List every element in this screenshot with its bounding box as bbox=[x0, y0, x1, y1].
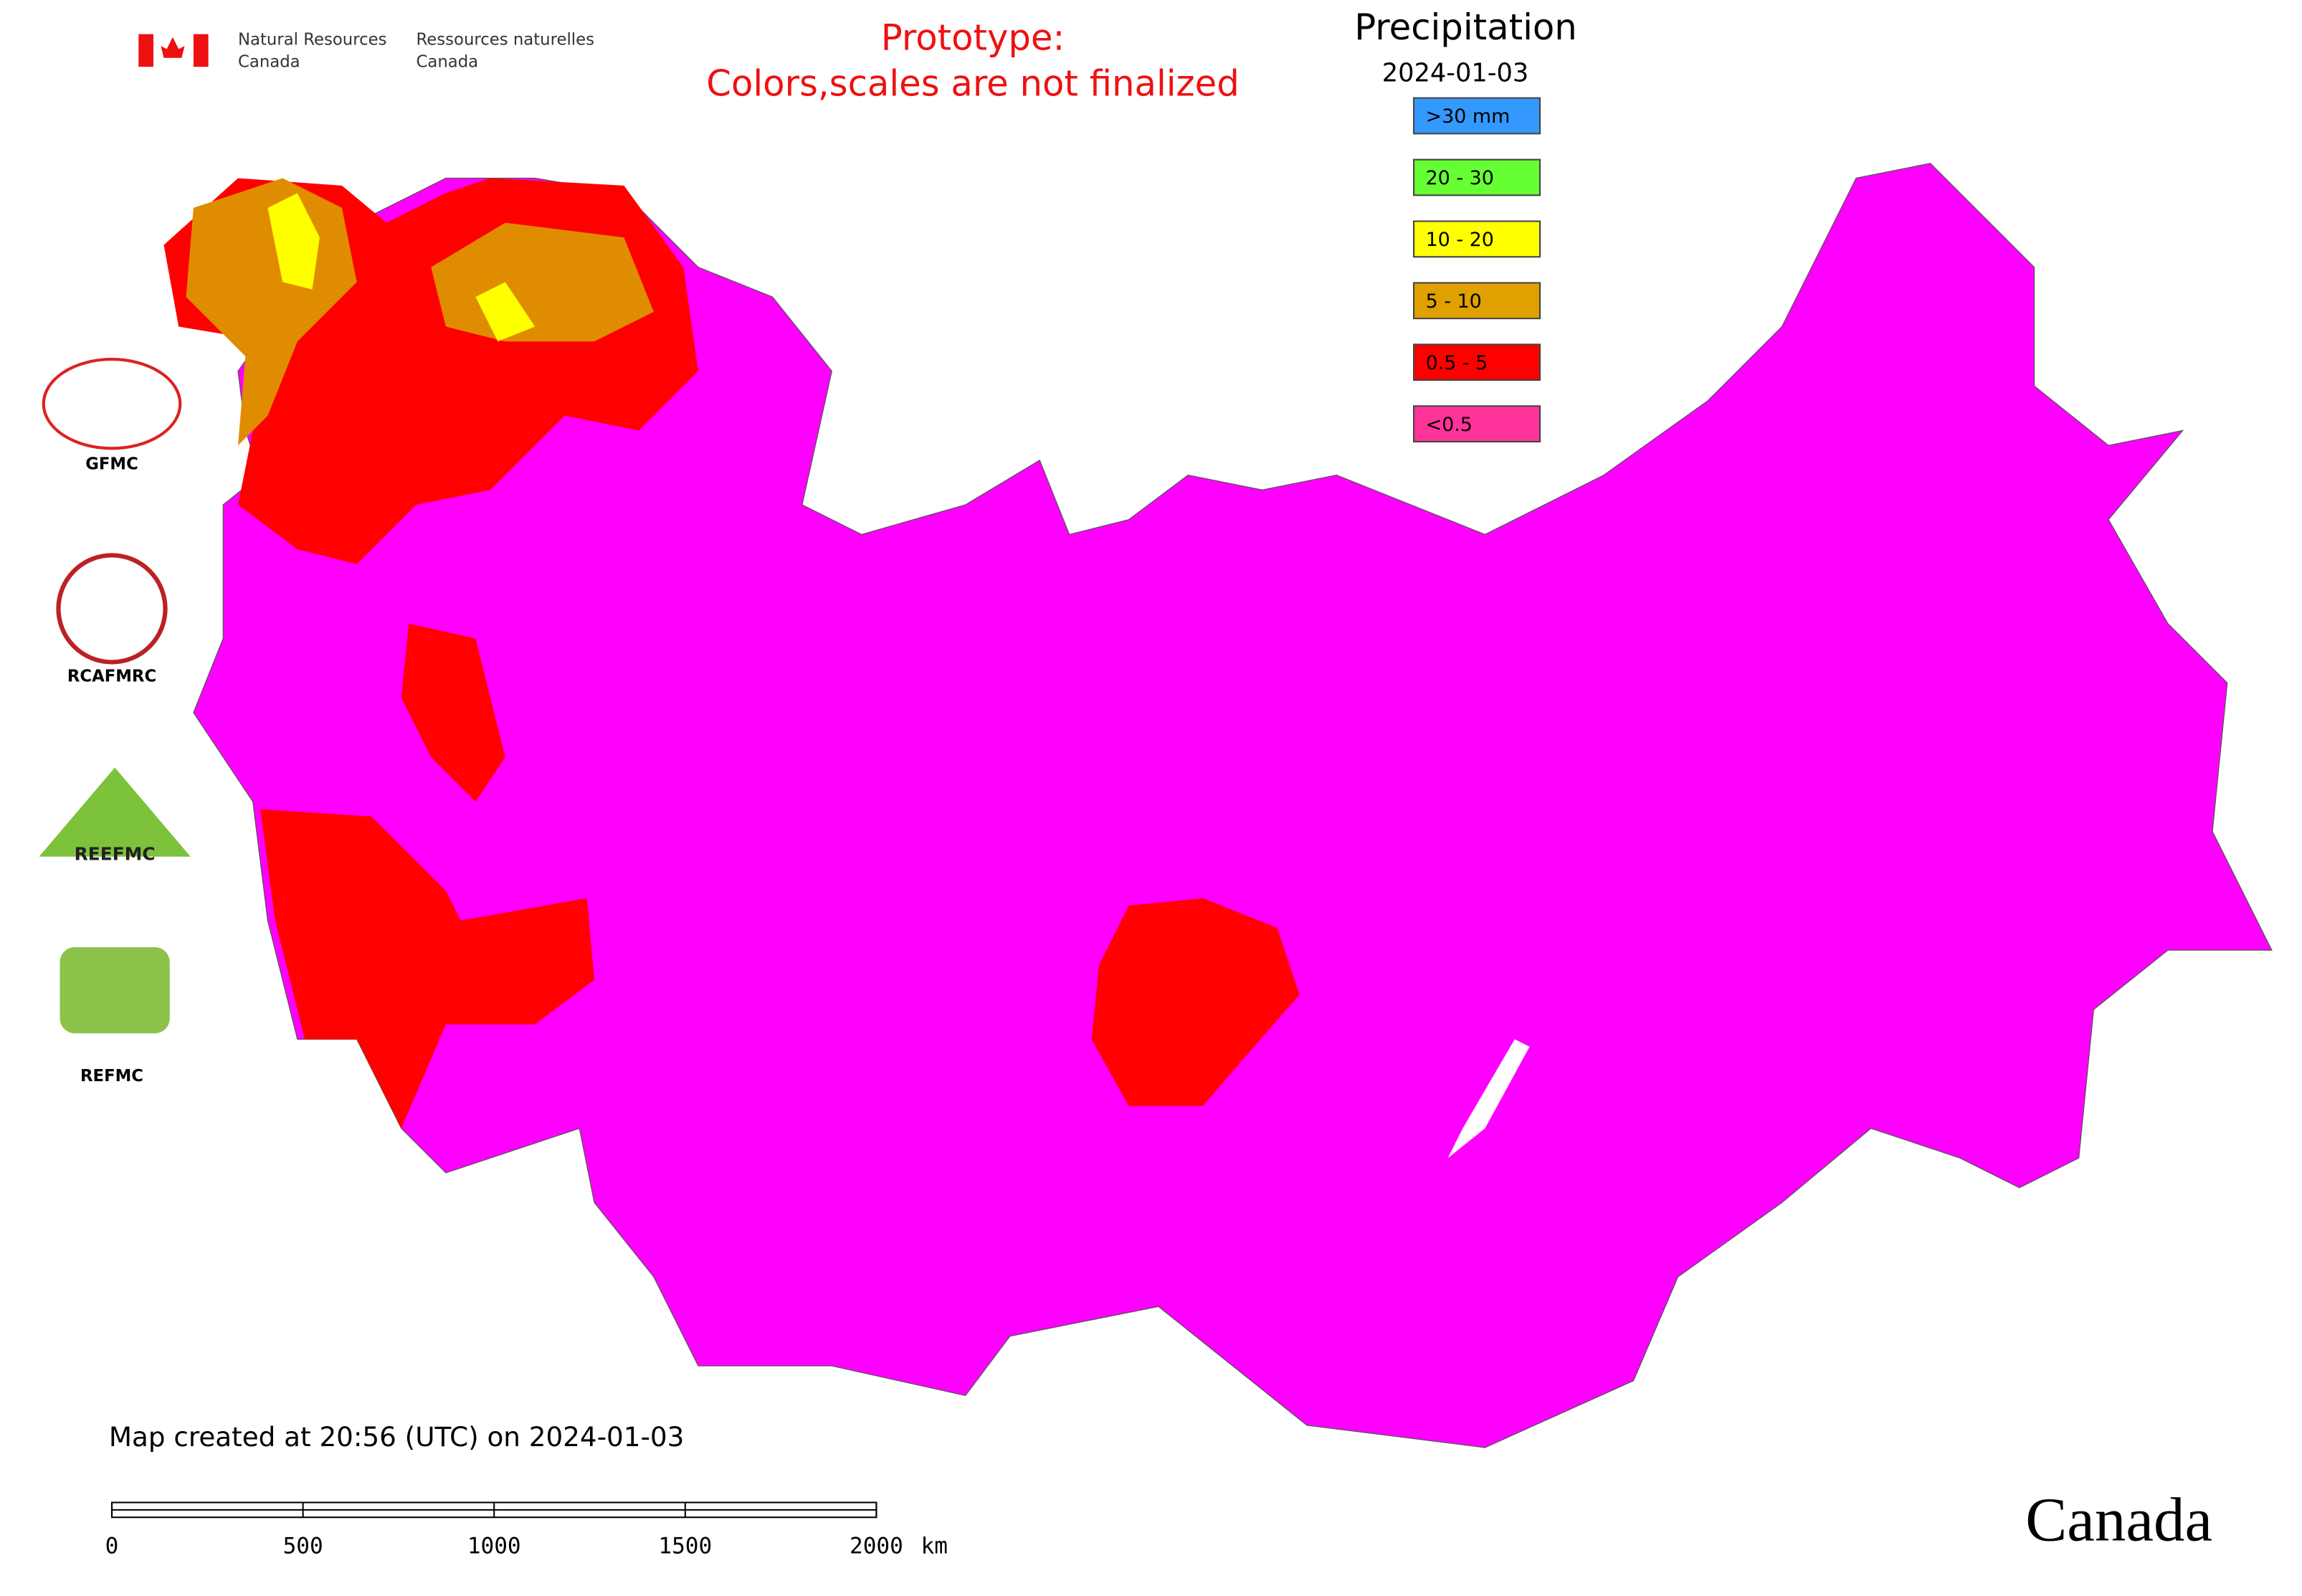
scale-label: 500 bbox=[283, 1534, 323, 1559]
legend-swatch bbox=[1412, 405, 1541, 443]
water bbox=[1447, 1039, 1530, 1159]
legend-label: <0.5 bbox=[1426, 414, 1473, 436]
logo-label: REEFMC bbox=[75, 844, 156, 865]
notice: Colors,scales are not finalized bbox=[706, 63, 1239, 105]
legend-label: 20 - 30 bbox=[1426, 167, 1494, 189]
agency-fr: Ressources naturelles bbox=[417, 30, 594, 49]
legend-swatch bbox=[1412, 158, 1541, 196]
scale-label: 1500 bbox=[658, 1534, 712, 1559]
legend-label: 5 - 10 bbox=[1426, 290, 1482, 313]
legend-swatch bbox=[1412, 97, 1541, 135]
precip-area bbox=[260, 809, 594, 1129]
agency-en: Canada bbox=[238, 52, 300, 71]
logo-refmc bbox=[60, 947, 170, 1034]
flag-bar bbox=[193, 34, 209, 67]
logo-label: GFMC bbox=[85, 455, 138, 474]
legend-swatch bbox=[1412, 220, 1541, 258]
notice: Prototype: bbox=[881, 16, 1065, 58]
legend-label: >30 mm bbox=[1426, 105, 1511, 128]
wordmark: Canada bbox=[2025, 1486, 2212, 1554]
logo-rcafmrc bbox=[56, 553, 168, 665]
scale-unit: km bbox=[921, 1534, 948, 1559]
header: Natural Resources Canada Ressources natu… bbox=[138, 16, 1240, 105]
logo-label: RCAFMRC bbox=[67, 668, 156, 686]
scale-label: 0 bbox=[105, 1534, 119, 1559]
scale-bar: 0 500 1000 1500 2000 km bbox=[105, 1501, 948, 1559]
legend-swatch bbox=[1412, 343, 1541, 381]
maple-leaf bbox=[161, 37, 185, 58]
legend-title: Precipitation bbox=[1354, 6, 1577, 48]
precip-area bbox=[401, 623, 505, 802]
logos: GFMC RCAFMRC REEFMC REFMC bbox=[39, 358, 191, 1086]
legend: >30 mm 20 - 30 10 - 20 5 - 10 0.5 - 5 <0.5 bbox=[1412, 97, 1541, 443]
logo-gfmc bbox=[42, 358, 182, 450]
legend-label: 10 - 20 bbox=[1426, 229, 1494, 251]
logo-label: REFMC bbox=[80, 1067, 143, 1086]
agency-fr: Canada bbox=[417, 52, 479, 71]
scale-label: 1000 bbox=[467, 1534, 521, 1559]
precip-area bbox=[267, 193, 536, 342]
legend-label: 0.5 - 5 bbox=[1426, 352, 1488, 374]
flag-bar bbox=[138, 34, 153, 67]
legend-swatch bbox=[1412, 282, 1541, 320]
map-area bbox=[163, 163, 2273, 1448]
land-region bbox=[193, 163, 2273, 1448]
logo-reefmc bbox=[39, 767, 191, 857]
created-note: Map created at 20:56 (UTC) on 2024-01-03 bbox=[109, 1421, 684, 1453]
agency-en: Natural Resources bbox=[238, 30, 386, 49]
legend-date: 2024-01-03 bbox=[1382, 59, 1529, 88]
scale-label: 2000 bbox=[850, 1534, 903, 1559]
